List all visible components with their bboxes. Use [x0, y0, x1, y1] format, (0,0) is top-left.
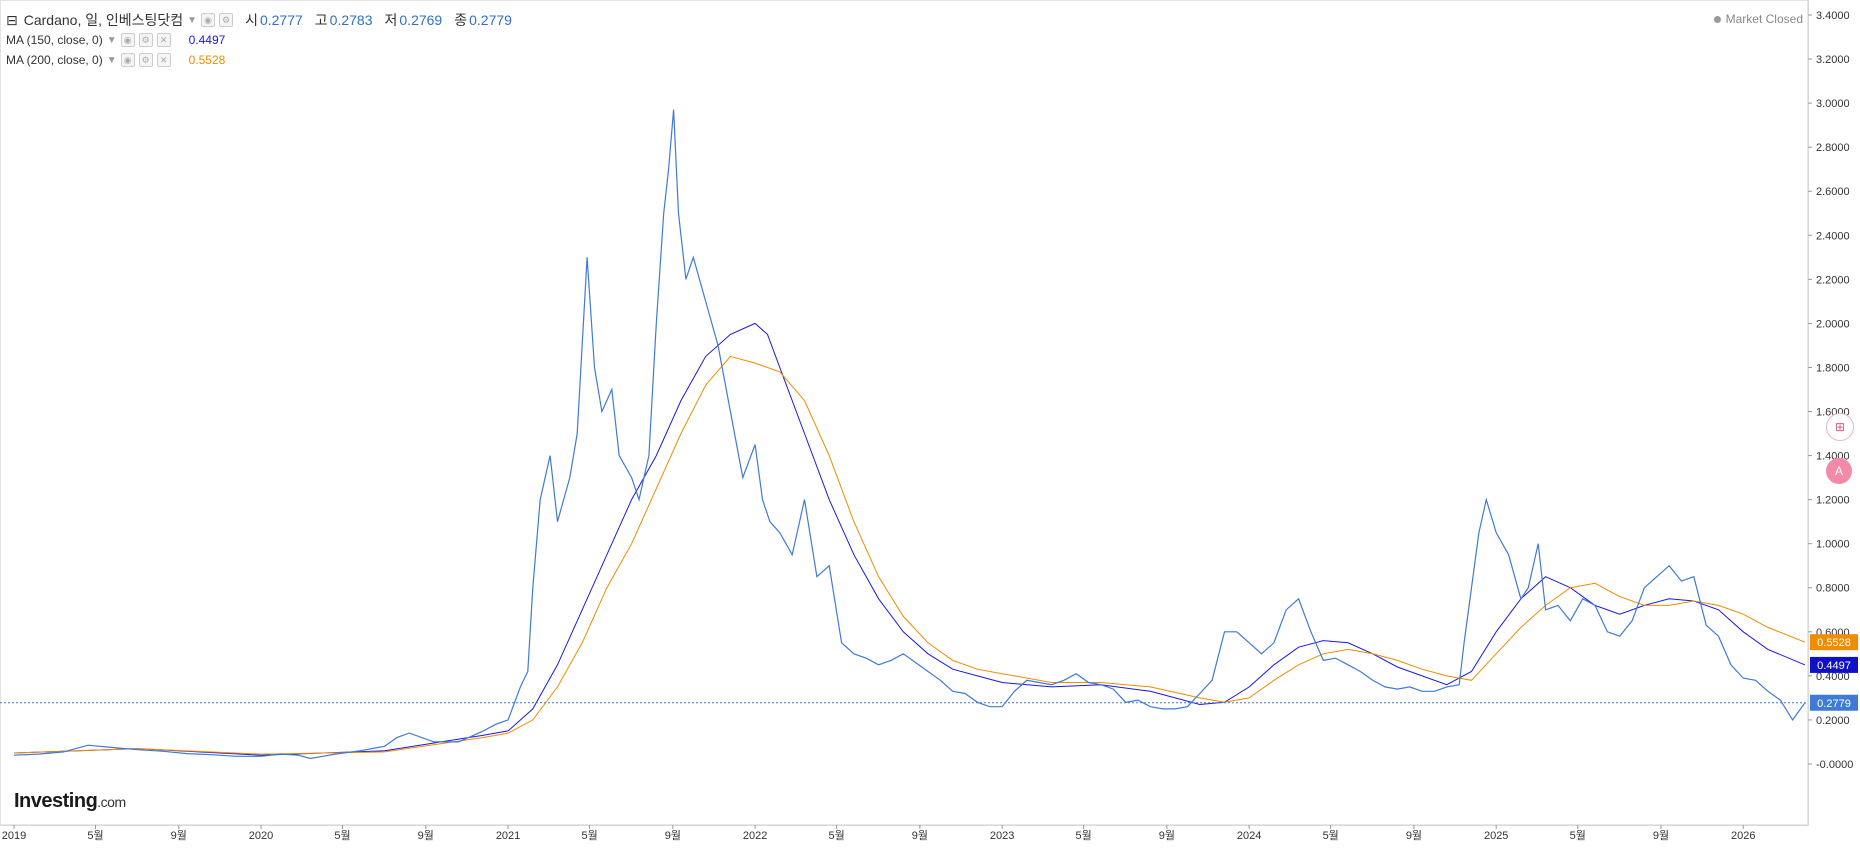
y-tick-label: 1.8000: [1816, 362, 1850, 374]
y-tick-label: 3.4000: [1816, 10, 1850, 22]
close-icon[interactable]: ✕: [156, 53, 171, 67]
settings-icon[interactable]: ⚙: [138, 53, 153, 67]
brand-name: Investing: [14, 790, 98, 812]
market-status-text: Market Closed: [1725, 12, 1803, 26]
x-tick-label: 2019: [2, 830, 26, 842]
x-tick-label: 5월: [1076, 829, 1092, 842]
translate-icon[interactable]: A: [1826, 458, 1852, 484]
x-tick-label: 5월: [87, 829, 103, 842]
x-tick-label: 2025: [1484, 830, 1508, 842]
x-tick-label: 9월: [665, 829, 681, 842]
ma200-row: MA (200, close, 0) ▼ ◉ ⚙ ✕ 0.5528: [6, 50, 512, 70]
close-icon[interactable]: ✕: [156, 33, 171, 47]
drawing-tools-icon[interactable]: ⊞: [1826, 413, 1854, 441]
chevron-down-icon[interactable]: ▼: [187, 14, 198, 26]
low-value: 0.2769: [399, 12, 443, 28]
high-value: 0.2783: [329, 12, 373, 28]
x-tick-label: 2023: [990, 830, 1014, 842]
y-tick-label: 2.4000: [1816, 230, 1850, 242]
ma150-value: 0.4497: [188, 33, 226, 47]
y-tick-label: -0.0000: [1816, 759, 1853, 771]
x-tick-label: 2024: [1237, 830, 1261, 842]
settings-icon[interactable]: ⚙: [138, 33, 153, 47]
ma200-line[interactable]: [13, 355, 1806, 755]
price-tag: [1810, 634, 1858, 651]
market-status: Market Closed: [1713, 12, 1803, 26]
x-tick-label: 5월: [581, 829, 597, 842]
x-tick-label: 2026: [1731, 830, 1755, 842]
symbol-title[interactable]: Cardano, 일, 인베스팅닷컴: [23, 12, 184, 28]
close-value: 0.2779: [469, 12, 512, 28]
x-tick-label: 9월: [1406, 829, 1422, 842]
x-tick-label: 9월: [171, 829, 187, 842]
x-tick-label: 5월: [828, 829, 844, 842]
x-tick-label: 5월: [1570, 829, 1586, 842]
y-tick-label: 0.2000: [1816, 715, 1850, 727]
y-tick-label: 2.0000: [1816, 318, 1850, 330]
plot-area[interactable]: [0, 0, 1809, 826]
y-tick-label: 0.8000: [1816, 583, 1850, 595]
ma150-row: MA (150, close, 0) ▼ ◉ ⚙ ✕ 0.4497: [6, 30, 512, 50]
x-tick-label: 9월: [1653, 829, 1669, 842]
price-line[interactable]: [13, 109, 1806, 760]
y-tick-label: 1.2000: [1816, 495, 1850, 507]
x-tick-label: 2020: [249, 830, 273, 842]
x-tick-label: 5월: [334, 829, 350, 842]
x-tick-label: 9월: [1159, 829, 1175, 842]
ma150-label[interactable]: MA (150, close, 0): [6, 33, 103, 47]
visibility-icon[interactable]: ◉: [120, 53, 135, 67]
y-tick-label: 3.0000: [1816, 98, 1850, 110]
y-tick-label: 2.2000: [1816, 274, 1850, 286]
open-label: 시: [245, 12, 258, 28]
y-tick-label: 0.4000: [1816, 671, 1850, 683]
x-tick-label: 9월: [418, 829, 434, 842]
settings-icon[interactable]: ⚙: [219, 13, 234, 27]
open-value: 0.2777: [259, 12, 303, 28]
high-label: 고: [314, 12, 328, 28]
visibility-icon[interactable]: ◉: [120, 33, 135, 47]
brand-logo: Investing.com: [14, 790, 126, 813]
visibility-icon[interactable]: ◉: [201, 13, 216, 27]
status-dot-icon: [1713, 16, 1721, 24]
x-tick-label: 5월: [1323, 829, 1339, 842]
chevron-down-icon[interactable]: ▼: [106, 34, 117, 46]
x-tick-label: 9월: [912, 829, 928, 842]
price-tag: [1810, 694, 1858, 711]
y-tick-label: 2.6000: [1816, 186, 1850, 198]
close-label: 종: [454, 12, 468, 28]
y-tick-label: 2.8000: [1816, 142, 1850, 154]
chevron-down-icon[interactable]: ▼: [106, 54, 117, 66]
series-layer: [0, 109, 1808, 760]
brand-domain: .com: [97, 794, 126, 810]
symbol-row: ⊟ Cardano, 일, 인베스팅닷컴 ▼ ◉ ⚙ 시 0.2777 고 0.27…: [6, 10, 512, 30]
price-tag-label: 0.4497: [1817, 660, 1851, 672]
y-tick-label: 3.2000: [1816, 54, 1850, 66]
price-tag: [1810, 656, 1858, 673]
x-tick-label: 2021: [496, 830, 520, 842]
chart-legend: ⊟ Cardano, 일, 인베스팅닷컴 ▼ ◉ ⚙ 시 0.2777 고 0.27…: [6, 10, 512, 70]
collapse-icon[interactable]: ⊟: [6, 11, 18, 28]
price-tag-label: 0.2779: [1817, 698, 1851, 710]
ma200-label[interactable]: MA (200, close, 0): [6, 53, 103, 67]
ma200-value: 0.5528: [188, 53, 226, 67]
price-tag-label: 0.5528: [1817, 637, 1851, 649]
price-tag-layer: 0.5528 0.4497 0.2779: [1810, 634, 1858, 711]
y-tick-label: 1.0000: [1816, 539, 1850, 551]
low-label: 저: [384, 12, 398, 28]
x-axis: 2019 5월 9월 2020 5월 9월 2021 5월 9월 2022 5월 9월 2023 5월 9월…: [0, 824, 1808, 842]
x-tick-label: 2022: [743, 830, 767, 842]
